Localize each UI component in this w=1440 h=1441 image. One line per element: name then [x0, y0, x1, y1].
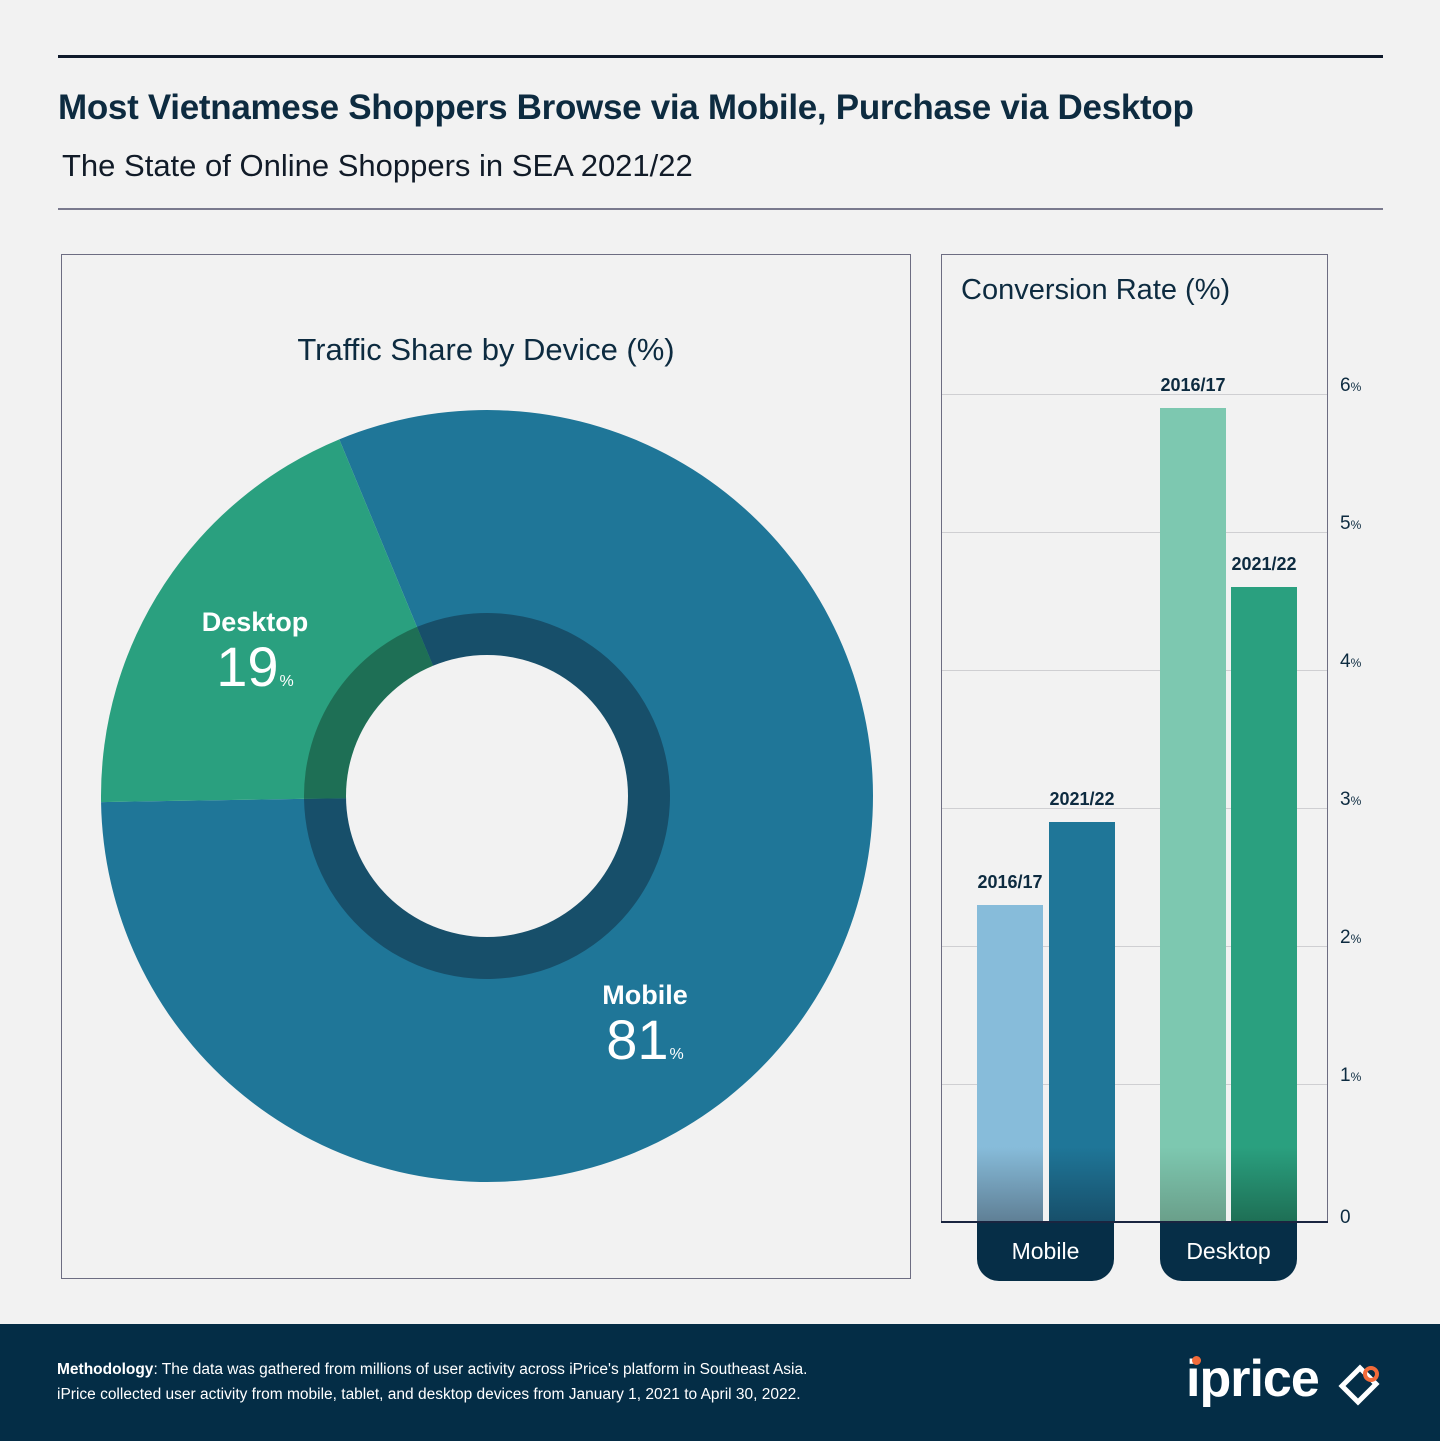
gridline [942, 532, 1327, 533]
gridline [942, 808, 1327, 809]
y-tick-label: 4% [1340, 651, 1361, 673]
bar-desktop-2021-22 [1231, 587, 1297, 1222]
bar-label: 2021/22 [1049, 789, 1115, 809]
slice-label-desktop: Desktop 19% [155, 606, 355, 696]
gridline [942, 670, 1327, 671]
slice-value: 19 [216, 635, 279, 698]
methodology-line-1: : The data was gathered from millions of… [153, 1361, 808, 1378]
bar-label: 2021/22 [1231, 554, 1297, 574]
slice-name: Desktop [201, 607, 309, 637]
gridline [942, 946, 1327, 947]
y-tick-label: 2% [1340, 927, 1361, 949]
slice-value: 81 [606, 1008, 669, 1071]
page-subtitle: The State of Online Shoppers in SEA 2021… [62, 148, 693, 183]
footer [0, 1324, 1440, 1441]
bar-label: 2016/17 [1160, 375, 1226, 395]
y-tick-value: 2 [1340, 927, 1351, 948]
logo-dot [1192, 1356, 1201, 1365]
category-tab-mobile: Mobile [977, 1223, 1114, 1281]
gridline [942, 394, 1327, 395]
bar-mobile-2016-17 [977, 905, 1043, 1222]
y-tick-unit: % [1350, 518, 1362, 532]
y-tick-value: 1 [1340, 1065, 1351, 1086]
price-tag-icon [1338, 1364, 1380, 1406]
methodology-line-2: iPrice collected user activity from mobi… [57, 1386, 801, 1403]
top-rule [58, 55, 1383, 58]
y-tick-label: 6% [1340, 375, 1361, 397]
y-tick-value: 4 [1340, 651, 1351, 672]
y-tick-unit: % [1350, 656, 1362, 670]
x-axis-baseline [941, 1221, 1328, 1223]
y-tick-value: 0 [1340, 1207, 1351, 1228]
gridline [942, 1084, 1327, 1085]
y-tick-unit: % [1350, 1070, 1362, 1084]
y-tick-unit: % [1350, 794, 1362, 808]
methodology-label: Methodology [57, 1361, 154, 1378]
donut-title: Traffic Share by Device (%) [297, 332, 675, 367]
slice-unit: % [279, 673, 294, 690]
y-tick-value: 5 [1340, 513, 1351, 534]
bar-mobile-2021-22 [1049, 822, 1115, 1222]
slice-unit: % [669, 1046, 684, 1063]
y-tick-label: 5% [1340, 513, 1361, 535]
y-tick-unit: % [1350, 932, 1362, 946]
slice-label-mobile: Mobile 81% [545, 979, 745, 1069]
divider-rule [58, 208, 1383, 210]
methodology-note: Methodology: The data was gathered from … [57, 1357, 807, 1407]
traffic-share-panel [61, 254, 911, 1279]
iprice-logo: iprice [1186, 1346, 1386, 1412]
y-tick-value: 3 [1340, 789, 1351, 810]
slice-name: Mobile [602, 980, 688, 1010]
page-title: Most Vietnamese Shoppers Browse via Mobi… [58, 88, 1194, 127]
y-tick-label: 3% [1340, 789, 1361, 811]
y-tick-label: 0 [1340, 1207, 1351, 1229]
y-tick-value: 6 [1340, 375, 1351, 396]
y-tick-unit: % [1350, 380, 1362, 394]
y-tick-label: 1% [1340, 1065, 1361, 1087]
bar-label: 2016/17 [977, 872, 1043, 892]
logo-wordmark: iprice [1186, 1350, 1320, 1408]
bar-chart-title: Conversion Rate (%) [961, 274, 1231, 306]
bar-desktop-2016-17 [1160, 408, 1226, 1222]
donut-hole [346, 655, 628, 937]
category-tab-desktop: Desktop [1160, 1223, 1297, 1281]
